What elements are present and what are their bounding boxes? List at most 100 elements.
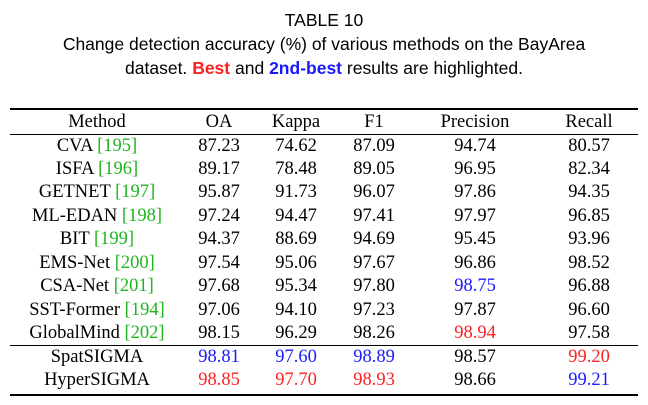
kappa-value: 91.73 [275,182,317,203]
method-name: BIT [59,229,90,250]
table-caption-line-1: Change detection accuracy (%) of various… [62,34,586,54]
f1-value: 94.69 [353,229,395,250]
caption-prefix: dataset. [125,58,188,78]
kappa-value: 74.62 [275,135,317,156]
table-caption-line-2: dataset. Best and 2nd-best results are h… [0,56,648,80]
oa-value: 97.24 [198,205,240,226]
method-cell: GlobalMind [202] [10,322,184,346]
method-cell: CVA [195] [10,134,184,158]
recall-value: 99.20 [568,347,610,368]
method-cell: HyperSIGMA [10,369,184,393]
method-cell: SpatSIGMA [10,346,184,370]
f1-value: 97.41 [353,205,395,226]
precision-value: 98.94 [454,323,496,344]
caption-second-best-label: 2nd-best [269,58,343,78]
table-header-rule [10,134,638,135]
f1-value: 97.23 [353,299,395,320]
citation-link[interactable]: [201] [113,276,154,297]
table-row: GlobalMind [202] 98.15 96.29 98.26 98.94 97.5… [10,322,638,346]
recall-value: 99.21 [568,370,610,391]
recall-value: 96.85 [568,205,610,226]
precision-value: 97.97 [454,205,496,226]
citation-link[interactable]: [194] [124,299,165,320]
table-row: HyperSIGMA 98.85 97.70 98.93 98.66 99.21 [10,369,638,393]
oa-value: 87.23 [198,135,240,156]
oa-value: 97.54 [198,252,240,273]
method-cell: BIT [199] [10,228,184,252]
f1-value: 97.67 [353,252,395,273]
f1-value: 96.07 [353,182,395,203]
kappa-value: 97.70 [275,370,317,391]
oa-value: 89.17 [198,158,240,179]
oa-value: 98.15 [198,323,240,344]
table-row: ML-EDAN [198] 97.24 94.47 97.41 97.97 96.85 [10,205,638,229]
precision-value: 97.87 [454,299,496,320]
citation-link[interactable]: [196] [98,158,139,179]
method-cell: ML-EDAN [198] [10,205,184,229]
table-row: ISFA [196] 89.17 78.48 89.05 96.95 82.34 [10,158,638,182]
table-group-separator [10,345,638,346]
column-header-f1: F1 [364,111,384,132]
kappa-value: 95.34 [275,276,317,297]
table-caption-title: TABLE 10 [284,10,364,30]
citation-link[interactable]: [200] [114,252,155,273]
method-name: SST-Former [29,299,121,320]
oa-value: 95.87 [198,182,240,203]
table-row: BIT [199] 94.37 88.69 94.69 95.45 93.96 [10,228,638,252]
recall-value: 96.88 [568,276,610,297]
oa-value: 98.81 [198,347,240,368]
citation-link[interactable]: [202] [124,323,165,344]
precision-value: 98.57 [454,347,496,368]
citation-link[interactable]: [198] [121,205,162,226]
table-row: GETNET [197] 95.87 91.73 96.07 97.86 94.35 [10,181,638,205]
method-cell: SST-Former [194] [10,299,184,323]
table-row: CVA [195] 87.23 74.62 87.09 94.74 80.57 [10,134,638,158]
f1-value: 98.89 [353,347,395,368]
caption-suffix: results are highlighted. [346,58,523,78]
method-name: CSA-Net [40,276,110,297]
oa-value: 97.06 [198,299,240,320]
recall-value: 97.58 [568,323,610,344]
precision-value: 98.75 [454,276,496,297]
table-row: CSA-Net [201] 97.68 95.34 97.80 98.75 96.88 [10,275,638,299]
kappa-value: 95.06 [275,252,317,273]
table-row: SpatSIGMA 98.81 97.60 98.89 98.57 99.20 [10,346,638,370]
column-header-precision: Precision [440,111,510,132]
method-cell: CSA-Net [201] [10,275,184,299]
citation-link[interactable]: [199] [94,229,135,250]
column-header-kappa: Kappa [271,111,321,132]
recall-value: 80.57 [568,135,610,156]
header-row: Method OA Kappa F1 Precision Recall [10,110,638,134]
precision-value: 96.86 [454,252,496,273]
precision-value: 94.74 [454,135,496,156]
table-bottom-rule [10,394,638,396]
column-header-recall: Recall [565,111,613,132]
kappa-value: 97.60 [275,347,317,368]
column-header-oa: OA [205,111,233,132]
method-cell: ISFA [196] [10,158,184,182]
citation-link[interactable]: [197] [115,182,156,203]
oa-value: 94.37 [198,229,240,250]
f1-value: 87.09 [353,135,395,156]
precision-value: 96.95 [454,158,496,179]
method-name: EMS-Net [39,252,111,273]
f1-value: 89.05 [353,158,395,179]
kappa-value: 94.47 [275,205,317,226]
method-name: ML-EDAN [32,205,118,226]
method-name: CVA [56,135,93,156]
table-row: SST-Former [194] 97.06 94.10 97.23 97.87 96.6… [10,299,638,323]
recall-value: 94.35 [568,182,610,203]
citation-link[interactable]: [195] [97,135,138,156]
recall-value: 93.96 [568,229,610,250]
f1-value: 97.80 [353,276,395,297]
oa-value: 97.68 [198,276,240,297]
method-name: ISFA [55,158,94,179]
table-row: EMS-Net [200] 97.54 95.06 97.67 96.86 98.52 [10,252,638,276]
kappa-value: 78.48 [275,158,317,179]
method-cell: EMS-Net [200] [10,252,184,276]
caption-and: and [235,58,265,78]
kappa-value: 96.29 [275,323,317,344]
table-body: CVA [195] 87.23 74.62 87.09 94.74 80.57 ISFA [… [10,134,638,393]
precision-value: 97.86 [454,182,496,203]
caption-best-label: Best [192,58,231,78]
